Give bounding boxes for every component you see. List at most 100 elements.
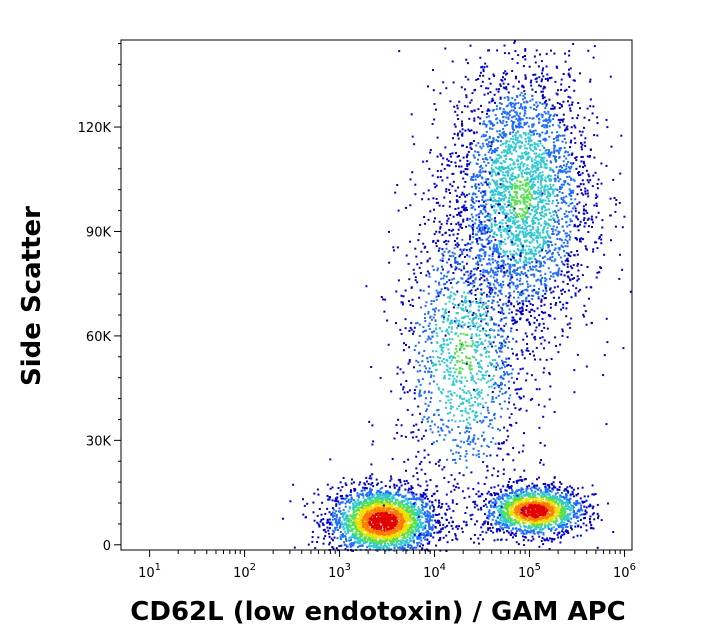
event-dot	[532, 511, 535, 514]
event-dot	[540, 513, 543, 516]
event-dot	[543, 538, 546, 541]
event-dot	[466, 506, 468, 509]
event-dot	[498, 498, 501, 501]
event-dot	[379, 497, 382, 500]
event-dot	[562, 531, 565, 534]
event-dot	[348, 529, 351, 532]
event-dot	[439, 530, 442, 533]
event-dot	[557, 269, 560, 272]
event-dot	[406, 504, 409, 507]
event-dot	[384, 496, 387, 499]
event-dot	[512, 233, 515, 236]
event-dot	[350, 489, 352, 492]
event-dot	[515, 252, 518, 255]
event-dot	[545, 497, 548, 500]
event-dot	[351, 515, 354, 517]
event-dot	[342, 533, 344, 536]
event-dot	[389, 513, 391, 516]
event-dot	[484, 215, 487, 218]
event-dot	[540, 491, 543, 494]
event-dot	[371, 526, 374, 529]
event-dot	[404, 497, 407, 500]
event-dot	[380, 481, 383, 484]
event-dot	[360, 510, 363, 513]
event-dot	[282, 517, 284, 520]
event-dot	[565, 515, 568, 518]
event-dot	[530, 79, 533, 82]
event-dot	[374, 503, 377, 506]
event-dot	[412, 512, 415, 515]
event-dot	[337, 487, 340, 489]
event-dot	[560, 292, 563, 295]
event-dot	[525, 532, 528, 535]
event-dot	[400, 500, 403, 503]
event-dot	[336, 492, 339, 495]
event-dot	[350, 528, 353, 531]
event-dot	[486, 225, 489, 228]
event-dot	[520, 487, 523, 490]
event-dot	[339, 481, 342, 484]
event-dot	[546, 185, 549, 188]
event-dot	[376, 504, 378, 507]
event-dot	[541, 521, 544, 524]
event-dot	[388, 495, 391, 497]
event-dot	[550, 523, 553, 526]
event-dot	[529, 171, 531, 174]
event-dot	[529, 487, 532, 490]
event-dot	[426, 538, 429, 541]
event-dot	[409, 513, 412, 516]
event-dot	[377, 482, 380, 485]
event-dot	[410, 505, 413, 507]
event-dot	[381, 497, 384, 499]
event-dot	[566, 499, 569, 501]
event-dot	[376, 532, 379, 535]
event-dot	[500, 504, 503, 507]
event-dot	[490, 158, 493, 161]
event-dot	[551, 505, 554, 508]
event-dot	[507, 497, 510, 500]
event-dot	[324, 535, 327, 538]
event-dot	[396, 520, 399, 523]
event-dot	[496, 505, 499, 508]
event-dot	[395, 512, 398, 515]
event-dot	[544, 482, 547, 485]
event-dot	[385, 545, 388, 548]
event-dot	[333, 531, 336, 534]
event-dot	[407, 501, 409, 504]
event-dot	[566, 523, 569, 525]
event-dot	[394, 521, 397, 524]
event-dot	[596, 503, 599, 506]
event-dot	[570, 486, 573, 489]
event-dot	[508, 510, 511, 513]
event-dot	[493, 248, 496, 251]
event-dot	[486, 514, 489, 517]
event-dot	[419, 496, 422, 499]
event-dot	[470, 148, 473, 150]
event-dot	[364, 529, 367, 532]
event-dot	[406, 535, 409, 537]
event-dot	[392, 527, 395, 530]
event-dot	[433, 508, 436, 511]
event-dot	[509, 533, 512, 536]
event-dot	[518, 187, 521, 190]
event-dot	[560, 289, 563, 292]
event-dot	[451, 539, 454, 541]
event-dot	[530, 489, 533, 492]
event-dot	[348, 519, 351, 522]
event-dot	[407, 530, 410, 533]
event-dot	[563, 89, 566, 92]
event-dot	[550, 514, 553, 517]
event-dot	[526, 487, 529, 490]
event-dot	[414, 508, 417, 511]
event-dot	[369, 539, 372, 542]
event-dot	[342, 528, 345, 531]
event-dot	[416, 509, 419, 512]
event-dot	[360, 527, 362, 530]
event-dot	[472, 176, 475, 178]
event-dot	[373, 533, 376, 536]
event-dot	[529, 504, 532, 507]
event-dot	[362, 542, 365, 545]
event-dot	[362, 512, 364, 515]
event-dot	[329, 487, 332, 490]
event-dot	[501, 219, 504, 222]
